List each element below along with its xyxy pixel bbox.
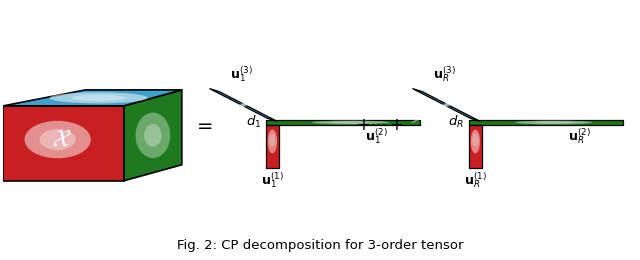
Ellipse shape [268,129,277,153]
Ellipse shape [412,87,481,123]
Ellipse shape [472,134,479,147]
Polygon shape [3,106,124,181]
Text: $+\cdots+$: $+\cdots+$ [356,116,404,134]
Polygon shape [209,89,277,121]
Bar [469,125,482,168]
Text: $\mathbf{u}_{1}^{(3)}$: $\mathbf{u}_{1}^{(3)}$ [230,64,253,84]
Bar [469,120,623,125]
Text: $\mathbf{u}_{1}^{(2)}$: $\mathbf{u}_{1}^{(2)}$ [365,126,388,146]
Text: $d_R$: $d_R$ [448,114,464,131]
Ellipse shape [49,92,148,103]
Ellipse shape [534,121,573,124]
Text: $\mathbf{u}_{R}^{(3)}$: $\mathbf{u}_{R}^{(3)}$ [433,64,456,84]
Ellipse shape [40,129,76,150]
Ellipse shape [144,124,161,147]
Ellipse shape [269,134,275,147]
Ellipse shape [24,121,91,158]
Ellipse shape [136,113,170,158]
Polygon shape [3,90,182,106]
Ellipse shape [220,93,267,117]
Bar [266,120,420,125]
Text: Fig. 2: CP decomposition for 3-order tensor: Fig. 2: CP decomposition for 3-order ten… [177,239,463,252]
Ellipse shape [515,120,592,124]
Ellipse shape [470,129,480,153]
Ellipse shape [209,87,278,123]
Text: $\mathbf{u}_{R}^{(1)}$: $\mathbf{u}_{R}^{(1)}$ [464,171,487,190]
Bar [266,125,278,168]
Polygon shape [412,89,481,121]
Ellipse shape [423,93,470,117]
Text: $=$: $=$ [193,115,212,134]
Text: $\mathbf{u}_{R}^{(2)}$: $\mathbf{u}_{R}^{(2)}$ [568,126,591,146]
Ellipse shape [332,121,370,124]
Text: $\mathbf{u}_{1}^{(1)}$: $\mathbf{u}_{1}^{(1)}$ [261,171,284,190]
Text: $\mathcal{X}$: $\mathcal{X}$ [52,128,71,151]
Ellipse shape [312,120,389,124]
Ellipse shape [72,95,125,101]
Polygon shape [124,90,182,181]
Text: $d_1$: $d_1$ [246,114,261,131]
